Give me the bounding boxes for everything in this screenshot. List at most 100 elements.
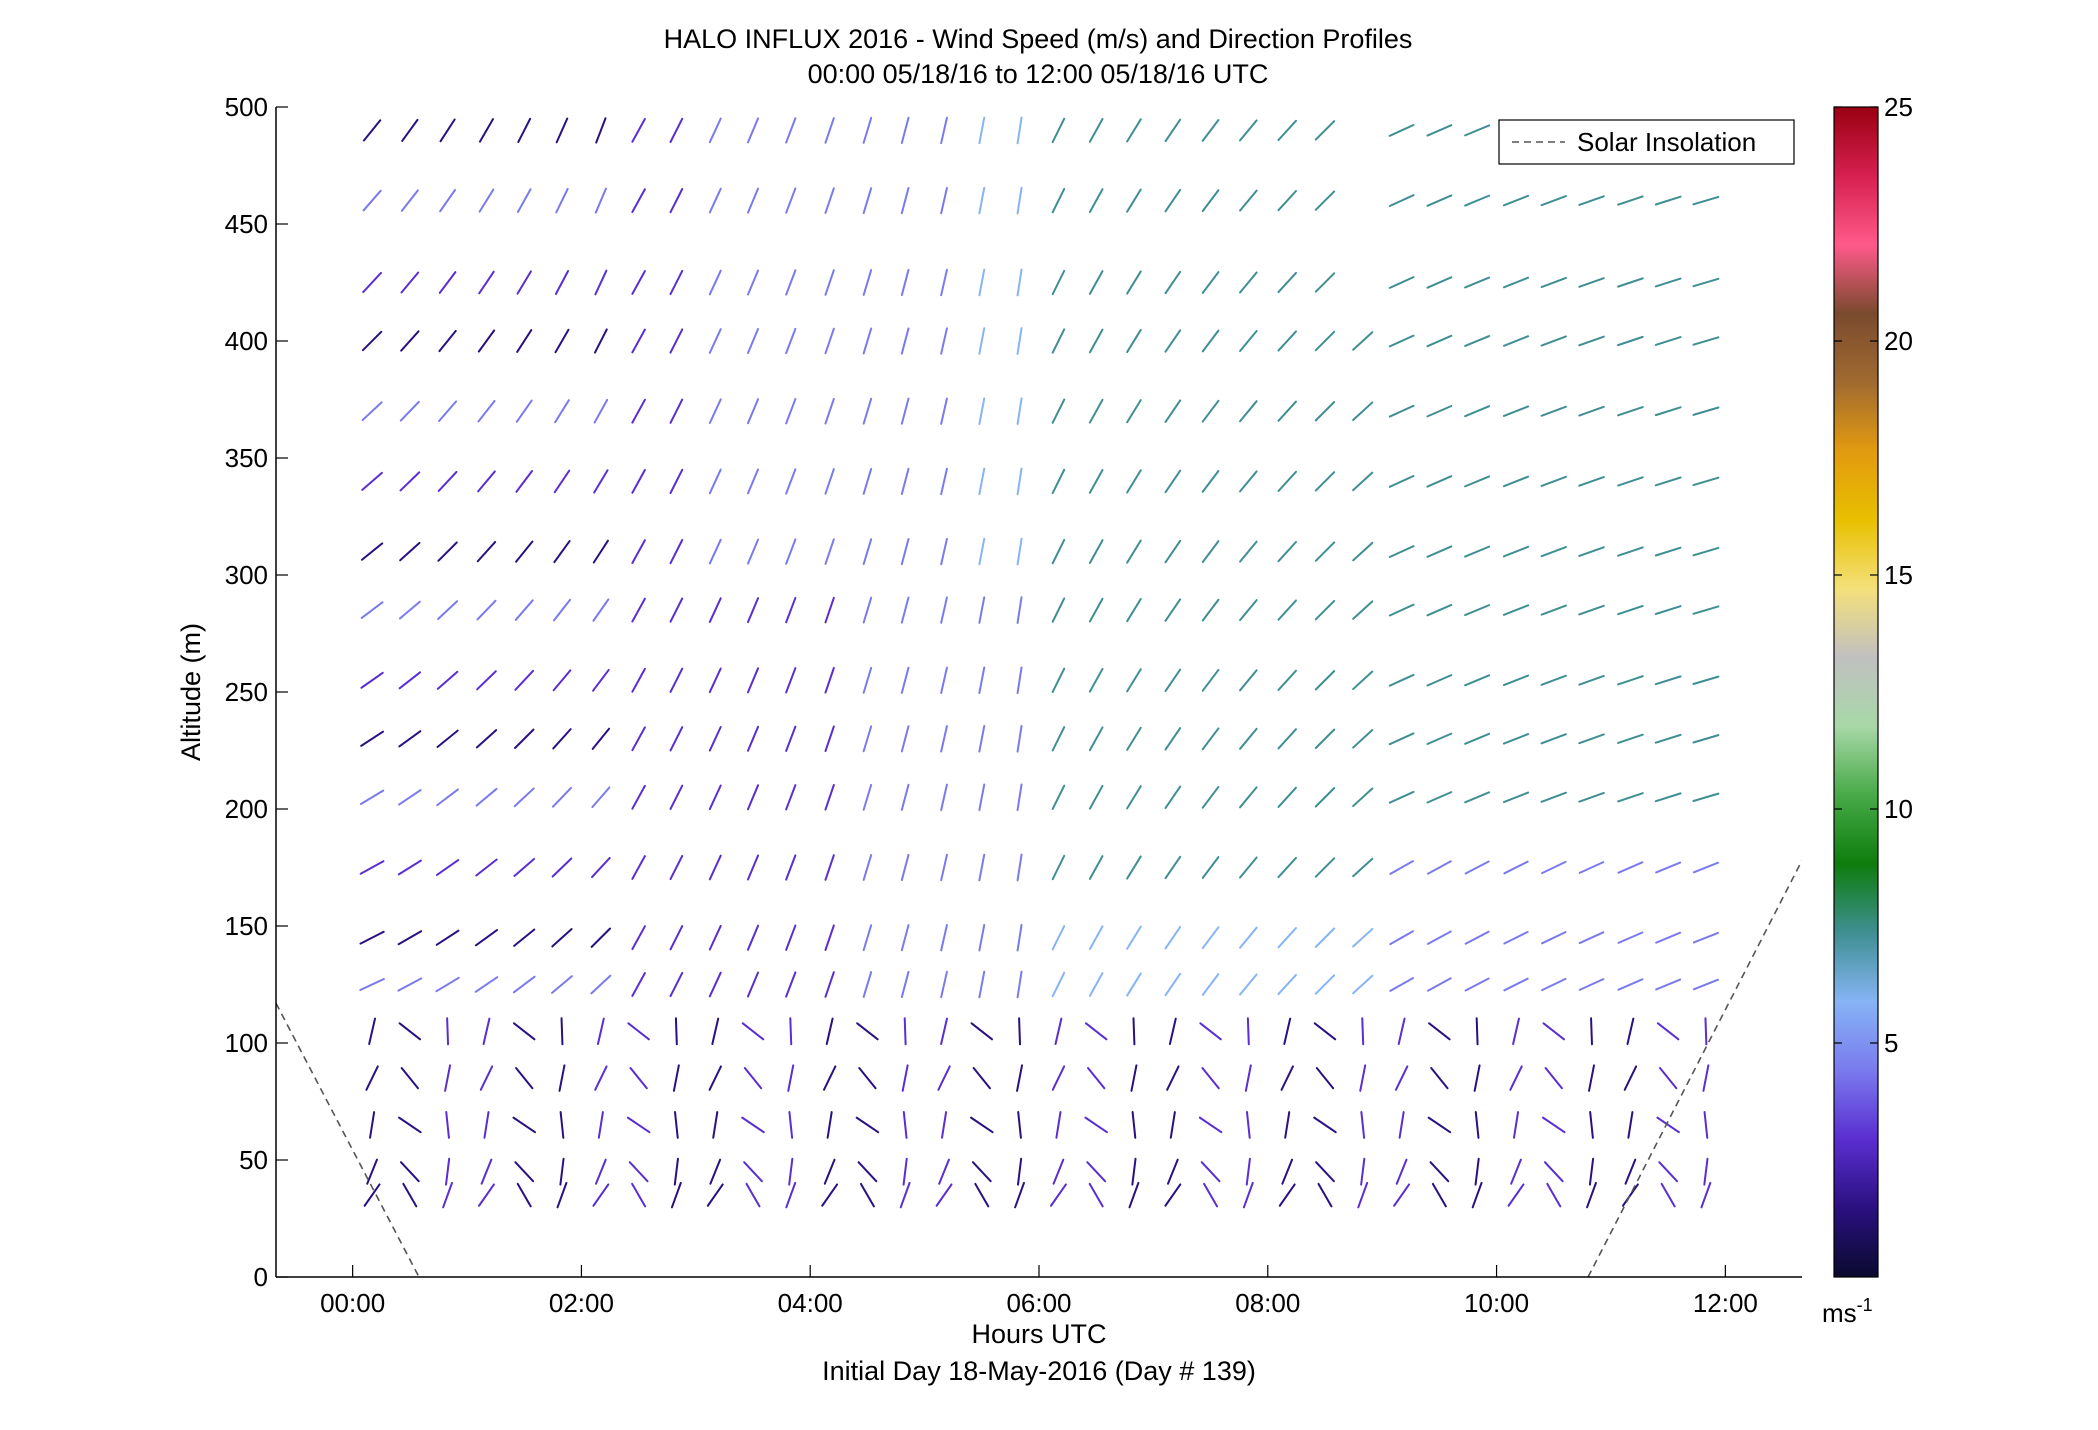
wind-vector [856, 1022, 879, 1041]
wind-vector [900, 666, 910, 694]
wind-vector [1164, 329, 1182, 353]
wind-vector [1016, 724, 1023, 753]
y-tick-label: 400 [225, 326, 268, 356]
wind-vector [900, 538, 910, 566]
wind-vector [821, 1183, 839, 1207]
wind-vector [862, 596, 873, 624]
wind-vector [1051, 971, 1066, 998]
wind-vector [1540, 405, 1567, 417]
wind-vector [741, 1022, 765, 1041]
x-tick-label: 12:00 [1693, 1288, 1758, 1318]
wind-vector [669, 597, 684, 623]
wind-vector [1389, 860, 1414, 875]
wind-vector [1692, 931, 1720, 944]
wind-vector [592, 668, 610, 692]
wind-vector [1427, 1116, 1452, 1134]
wind-vector [1017, 1110, 1022, 1139]
wind-vector [1164, 925, 1182, 950]
wind-vector [669, 269, 684, 296]
wind-vector [631, 328, 646, 354]
wind-vector [1655, 861, 1682, 874]
wind-vector [1626, 1017, 1635, 1045]
wind-vector [743, 1066, 763, 1090]
wind-vector [1654, 792, 1682, 803]
wind-vector [1359, 1064, 1367, 1092]
wind-vector [439, 118, 456, 143]
wind-vector [1198, 1116, 1223, 1134]
wind-vector [1126, 539, 1142, 564]
wind-vector [978, 327, 986, 355]
wind-vector [1502, 733, 1530, 745]
wind-vector [1578, 733, 1605, 745]
wind-vector [552, 728, 572, 750]
wind-vector [1617, 195, 1644, 206]
wind-vector [551, 857, 573, 878]
wind-vector [1016, 537, 1023, 566]
wind-vector [1692, 675, 1720, 685]
wind-vector [900, 268, 910, 297]
wind-vector [669, 971, 684, 998]
wind-vector [1314, 974, 1336, 995]
wind-vector [631, 855, 646, 880]
wind-vector [1131, 1157, 1137, 1186]
wind-vector [1126, 785, 1142, 810]
wind-vector [1692, 792, 1720, 802]
colorbar-tick-label: 15 [1884, 560, 1913, 590]
wind-vector [978, 923, 986, 952]
wind-vector [978, 537, 986, 566]
wind-vector [1502, 194, 1530, 207]
wind-vector [1239, 786, 1258, 809]
wind-vector [1284, 1111, 1291, 1139]
wind-vector [1473, 1064, 1481, 1092]
wind-vector [708, 597, 722, 623]
wind-vector [1088, 925, 1104, 951]
wind-vector [1055, 1111, 1062, 1139]
wind-vector [1357, 1181, 1369, 1209]
wind-vector [1126, 118, 1142, 143]
y-tick-label: 300 [225, 560, 268, 590]
wind-vector [517, 117, 532, 143]
wind-vector [480, 1158, 493, 1185]
wind-vector [1314, 541, 1336, 562]
wind-vector [900, 725, 910, 753]
wind-vector [1546, 1182, 1562, 1208]
wind-vector [1283, 1017, 1292, 1045]
wind-vector [1314, 471, 1336, 492]
wind-vector [1617, 733, 1644, 744]
wind-vector [559, 1157, 565, 1186]
wind-vector [1051, 328, 1066, 354]
wind-vector [709, 1158, 722, 1185]
wind-vector [1051, 117, 1066, 144]
wind-vector [1164, 598, 1182, 622]
wind-vector [743, 1161, 763, 1183]
wind-vector [1126, 188, 1142, 213]
wind-vector [1464, 860, 1490, 875]
plot-area [276, 107, 1802, 1277]
wind-vector [512, 975, 536, 994]
wind-vector [940, 970, 948, 999]
wind-vector [553, 469, 571, 494]
wind-vector [746, 667, 760, 694]
wind-vector [435, 859, 460, 876]
wind-vector [1654, 406, 1682, 417]
wind-vector [1314, 401, 1336, 422]
wind-vector [741, 1116, 765, 1134]
wind-vector [978, 970, 986, 999]
wind-vector [1426, 124, 1453, 137]
wind-vector [366, 1158, 378, 1185]
wind-vector [1656, 1116, 1680, 1134]
wind-vector [1388, 732, 1415, 746]
wind-vector [1388, 124, 1415, 137]
wind-vector [1352, 331, 1374, 351]
wind-vector [555, 187, 569, 214]
wind-vector [824, 269, 835, 296]
wind-vector [785, 327, 797, 355]
wind-vector [1018, 1017, 1022, 1046]
wind-vector [631, 270, 646, 295]
wind-vector [363, 1183, 381, 1207]
wind-vector [1426, 860, 1452, 875]
wind-vector [1239, 119, 1258, 142]
wind-vector [1245, 1110, 1251, 1139]
wind-vector [1126, 469, 1142, 494]
wind-vector [361, 401, 383, 422]
